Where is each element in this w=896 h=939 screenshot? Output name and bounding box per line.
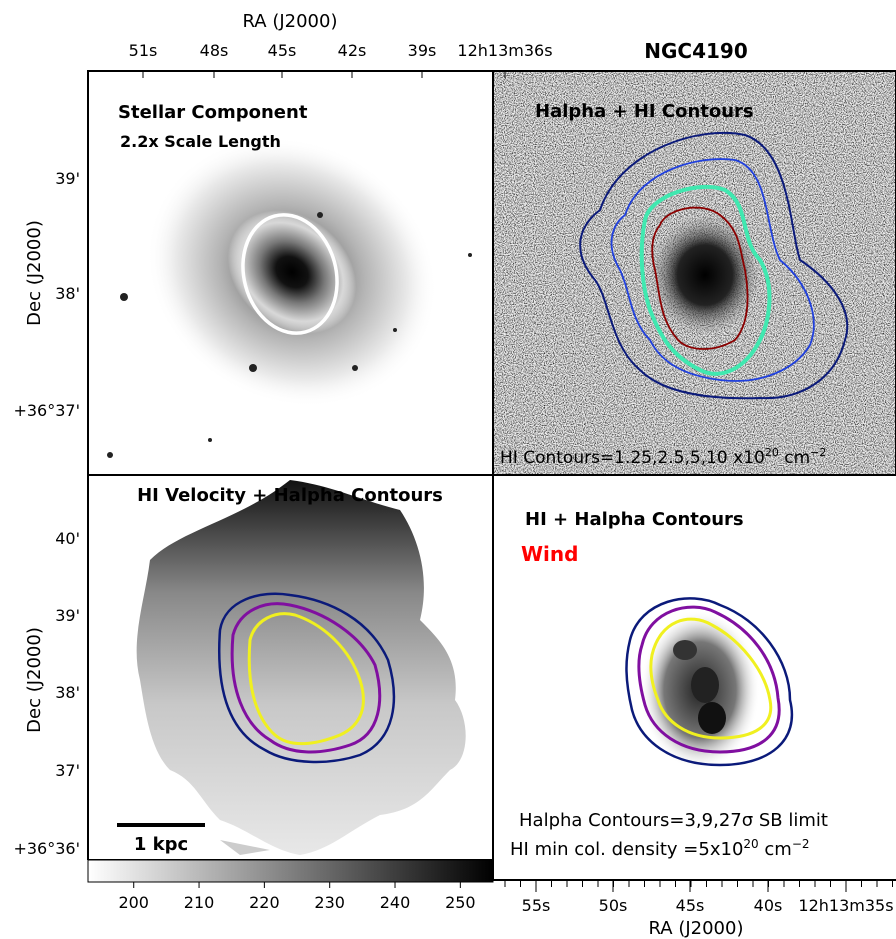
panel-note: HI Contours=1.25,2.5,5,10 x1020 cm−2 — [500, 446, 826, 468]
panel-note: HI min col. density =5x1020 cm−2 — [510, 837, 810, 860]
panel-title: Halpha + HI Contours — [535, 101, 754, 122]
colorbar-tick-label: 210 — [184, 893, 215, 912]
x-tick-label: 55s — [522, 896, 551, 915]
x-tick-label: 50s — [599, 896, 628, 915]
panel-halpha: Halpha + HI Contours HI Contours=1.25,2.… — [493, 71, 896, 475]
panel-subtitle: Wind — [521, 542, 578, 566]
x-tick-label: 45s — [676, 896, 705, 915]
colorbar: 200 210 220 230 240 250 — [87, 859, 494, 912]
panel-note: Halpha Contours=3,9,27σ SB limit — [519, 810, 828, 831]
x-tick-label: 48s — [200, 41, 229, 60]
x-tick-label: 40s — [754, 896, 783, 915]
panel-title: HI Velocity + Halpha Contours — [137, 485, 443, 506]
colorbar-tick-label: 240 — [380, 893, 411, 912]
x-tick-label: 12h13m35s — [798, 896, 893, 915]
y-tick-label: 39' — [55, 169, 80, 188]
scale-bar-label: 1 kpc — [134, 834, 188, 855]
y-tick-label: 37' — [55, 761, 80, 780]
y-tick-label: 38' — [55, 284, 80, 303]
x-tick-label: 39s — [408, 41, 437, 60]
colorbar-tick-label: 200 — [118, 893, 149, 912]
x-tick-label: 51s — [129, 41, 158, 60]
tick-labels: 51s 48s 45s 42s 39s 12h13m36s 55s 50s 45s 40s 12h1… — [13, 41, 893, 915]
y-tick-label: 40' — [55, 529, 80, 548]
axis-label: RA (J2000) — [243, 11, 338, 32]
panel-title: HI + Halpha Contours — [525, 509, 744, 530]
x-tick-label: 12h13m36s — [457, 41, 552, 60]
axis-label: Dec (J2000) — [24, 220, 45, 326]
panel-velocity: 1 kpc HI Velocity + Halpha Contours — [88, 475, 493, 860]
panel-subtitle: 2.2x Scale Length — [120, 132, 281, 151]
figure-title: NGC4190 — [644, 39, 748, 63]
panel-wind: HI + Halpha Contours Wind Halpha Contour… — [493, 475, 896, 880]
y-tick-label: 39' — [55, 606, 80, 625]
panel-stellar: Stellar Component 2.2x Scale Length — [88, 71, 493, 475]
colorbar-tick-label: 230 — [314, 893, 345, 912]
y-tick-label: +36°36' — [13, 839, 80, 858]
axis-label: RA (J2000) — [649, 918, 744, 939]
colorbar-tick-label: 220 — [249, 893, 280, 912]
x-tick-label: 42s — [338, 41, 367, 60]
x-tick-label: 45s — [268, 41, 297, 60]
colorbar-tick-label: 250 — [445, 893, 476, 912]
axis-label: Dec (J2000) — [24, 627, 45, 733]
y-tick-label: +36°37' — [13, 401, 80, 420]
y-tick-label: 38' — [55, 683, 80, 702]
panel-title: Stellar Component — [118, 102, 308, 123]
